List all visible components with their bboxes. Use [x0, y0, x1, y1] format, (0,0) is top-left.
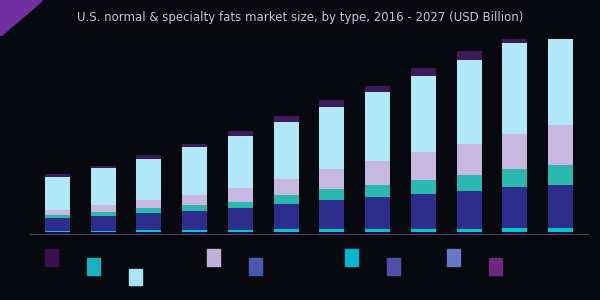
Bar: [457, 144, 482, 175]
Bar: [45, 218, 70, 231]
Bar: [91, 206, 116, 212]
Bar: [45, 232, 70, 234]
Bar: [411, 76, 436, 152]
Bar: [319, 106, 344, 169]
Bar: [411, 180, 436, 194]
Bar: [457, 232, 482, 234]
Bar: [228, 136, 253, 188]
Bar: [411, 229, 436, 232]
Bar: [457, 229, 482, 232]
Bar: [228, 131, 253, 136]
Bar: [319, 200, 344, 229]
Bar: [91, 212, 116, 216]
Bar: [365, 85, 390, 92]
Bar: [182, 144, 207, 147]
Bar: [136, 200, 161, 208]
Bar: [548, 25, 573, 124]
Bar: [91, 216, 116, 231]
Bar: [548, 184, 573, 228]
Bar: [502, 169, 527, 188]
Bar: [365, 92, 390, 161]
Bar: [45, 215, 70, 218]
Bar: [319, 229, 344, 232]
Bar: [548, 13, 573, 25]
Bar: [274, 179, 299, 195]
Bar: [228, 202, 253, 208]
Bar: [548, 124, 573, 165]
Bar: [365, 184, 390, 197]
Bar: [548, 232, 573, 234]
Bar: [274, 116, 299, 122]
Bar: [91, 232, 116, 234]
Bar: [548, 228, 573, 232]
Bar: [319, 169, 344, 189]
Bar: [502, 228, 527, 232]
Bar: [457, 60, 482, 144]
Bar: [502, 43, 527, 134]
Bar: [365, 229, 390, 232]
Bar: [457, 191, 482, 229]
Bar: [91, 168, 116, 206]
Bar: [136, 213, 161, 230]
Bar: [136, 232, 161, 234]
Bar: [319, 232, 344, 234]
Bar: [502, 188, 527, 228]
Text: U.S. normal & specialty fats market size, by type, 2016 - 2027 (USD Billion): U.S. normal & specialty fats market size…: [77, 11, 523, 25]
Polygon shape: [0, 0, 42, 36]
Bar: [228, 232, 253, 234]
Bar: [182, 147, 207, 195]
Bar: [136, 155, 161, 159]
Bar: [45, 231, 70, 232]
Bar: [91, 231, 116, 232]
Bar: [182, 206, 207, 211]
Bar: [228, 208, 253, 230]
Bar: [228, 230, 253, 232]
Bar: [365, 161, 390, 184]
Bar: [502, 232, 527, 234]
Bar: [45, 210, 70, 215]
Bar: [182, 195, 207, 206]
Bar: [548, 165, 573, 184]
Bar: [365, 197, 390, 229]
Bar: [319, 100, 344, 106]
Bar: [274, 195, 299, 204]
Bar: [457, 175, 482, 191]
Bar: [411, 232, 436, 234]
Bar: [274, 232, 299, 234]
Bar: [411, 68, 436, 76]
Bar: [182, 232, 207, 234]
Bar: [136, 159, 161, 200]
Bar: [411, 194, 436, 229]
Bar: [45, 177, 70, 210]
Bar: [457, 51, 482, 60]
Bar: [228, 188, 253, 202]
Bar: [45, 174, 70, 177]
Bar: [182, 230, 207, 232]
Bar: [136, 230, 161, 232]
Bar: [274, 204, 299, 229]
Bar: [319, 189, 344, 200]
Bar: [274, 229, 299, 232]
Bar: [502, 33, 527, 43]
Bar: [411, 152, 436, 180]
Bar: [182, 211, 207, 230]
Bar: [274, 122, 299, 179]
Bar: [91, 166, 116, 168]
Bar: [136, 208, 161, 213]
Bar: [365, 232, 390, 234]
Bar: [502, 134, 527, 169]
